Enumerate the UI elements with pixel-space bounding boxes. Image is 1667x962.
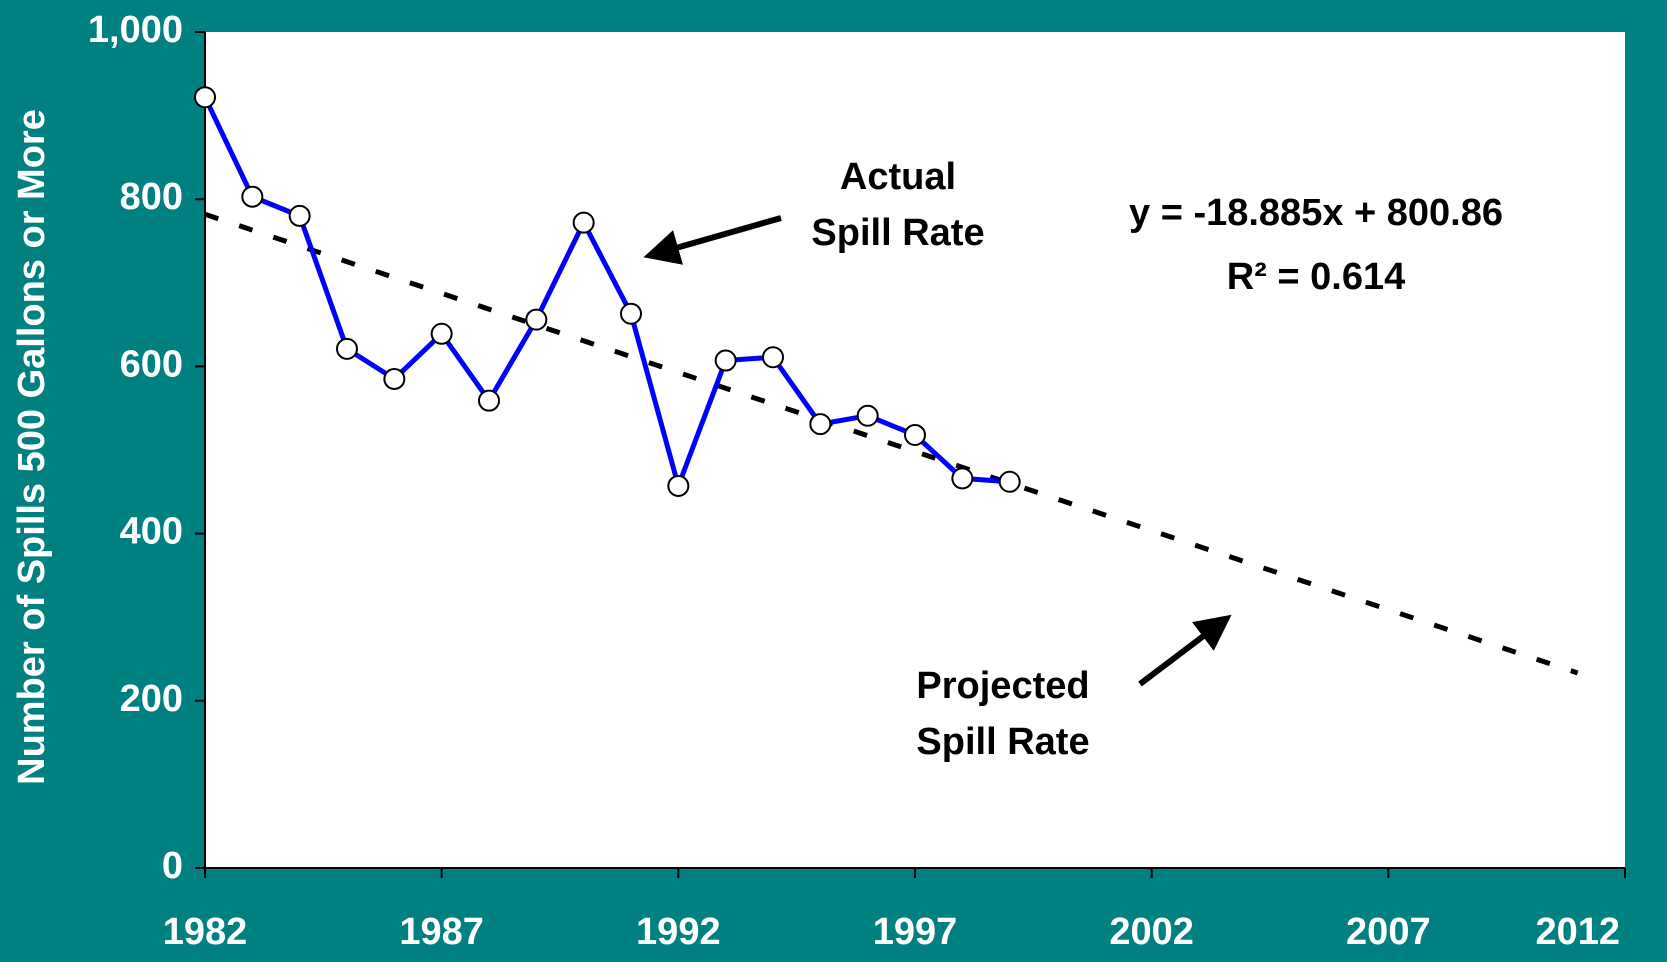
x-tick-label: 2002: [1109, 911, 1194, 953]
arrow: [1138, 614, 1232, 687]
data-point: [430, 322, 453, 345]
data-point: [714, 349, 737, 372]
equation: y = -18.885x + 800.86: [1129, 192, 1503, 234]
x-tick-label: 1992: [636, 911, 721, 953]
data-point: [951, 467, 974, 490]
data-point: [383, 367, 406, 390]
x-tick-label: 1982: [163, 911, 248, 953]
data-point: [241, 185, 264, 208]
annotation: Spill Rate: [811, 212, 984, 254]
data-point: [194, 86, 216, 109]
r-squared: R² = 0.614: [1227, 256, 1406, 298]
x-tick-label: 1987: [399, 911, 484, 953]
data-point: [336, 337, 358, 360]
annotation: Actual: [840, 156, 956, 198]
data-point: [904, 423, 926, 446]
annotation: Spill Rate: [916, 721, 1089, 763]
y-tick-label: 0: [162, 845, 183, 887]
data-point: [998, 470, 1021, 493]
y-tick-label: 400: [120, 511, 183, 553]
y-tick-label: 1,000: [88, 9, 183, 51]
trendline: [204, 211, 1579, 676]
data-point: [762, 346, 784, 369]
x-tick-label: 2012: [1535, 911, 1620, 953]
x-tick-label: 1997: [873, 911, 958, 953]
data-point: [620, 302, 642, 325]
data-point: [667, 474, 690, 497]
data-point: [809, 413, 832, 436]
x-tick-label: 2007: [1346, 911, 1431, 953]
data-point: [572, 211, 595, 234]
data-point: [478, 389, 500, 412]
annotation: Projected: [916, 665, 1089, 707]
data-point: [288, 204, 311, 227]
y-tick-label: 800: [120, 176, 183, 218]
y-tick-label: 200: [120, 678, 183, 720]
plot-area: [205, 32, 1625, 868]
y-axis-label: Number of Spills 500 Gallons or More: [11, 109, 53, 785]
y-tick-label: 600: [120, 343, 183, 385]
arrow: [643, 215, 782, 265]
data-point: [525, 308, 548, 331]
data-point: [856, 404, 879, 427]
